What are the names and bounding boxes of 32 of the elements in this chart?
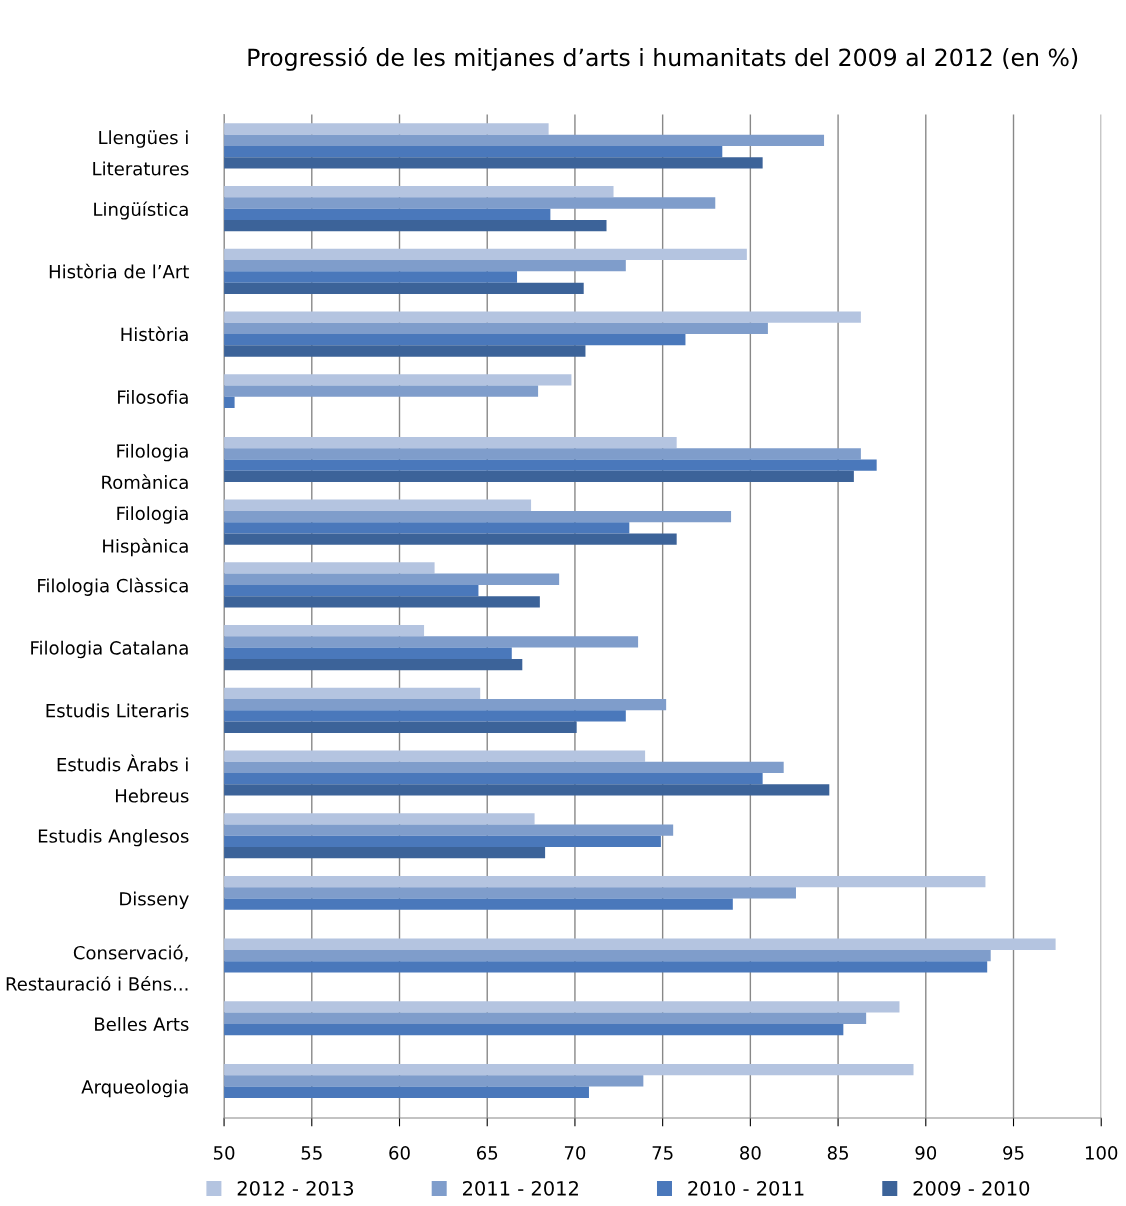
x-tick-label: 60 bbox=[389, 1146, 410, 1160]
y-tick-label: Història de l’Art bbox=[49, 263, 189, 279]
x-tick-label: 50 bbox=[213, 1146, 235, 1160]
legend-label: 2011 - 2012 bbox=[462, 1180, 578, 1196]
y-tick-label: Filologia Romànica bbox=[102, 443, 188, 490]
y-tick-label: Filologia Clàssica bbox=[38, 577, 188, 596]
x-tick-label: 55 bbox=[301, 1146, 322, 1160]
x-tick-label: 80 bbox=[740, 1146, 761, 1160]
y-tick-label: Estudis Àrabs i Hebreus bbox=[57, 754, 189, 803]
y-tick-label: Lingüística bbox=[94, 201, 188, 220]
x-tick-label: 75 bbox=[652, 1146, 673, 1160]
y-tick-label: Belles Arts bbox=[95, 1017, 189, 1032]
y-tick-label: Estudis Literaris bbox=[46, 703, 189, 718]
y-tick-label: Llengües i Literatures bbox=[93, 130, 189, 176]
y-tick-label: Filosofia bbox=[118, 389, 188, 404]
legend-label: 2012 - 2013 bbox=[237, 1180, 354, 1196]
y-tick-label: Història bbox=[121, 326, 188, 342]
y-tick-label: Conservació, Restauració i Béns... bbox=[6, 944, 188, 991]
x-tick-label: 70 bbox=[564, 1146, 586, 1160]
legend-label: 2009 - 2010 bbox=[913, 1180, 1030, 1196]
x-tick-label: 90 bbox=[915, 1146, 937, 1160]
x-tick-label: 100 bbox=[1085, 1146, 1118, 1160]
y-tick-label: Filologia Hispànica bbox=[103, 506, 188, 557]
legend-label: 2010 - 2011 bbox=[688, 1180, 804, 1196]
chart-title: Progressió de les mitjanes d’arts i humanitats del 2009 al 2012 (en %) bbox=[248, 47, 1078, 71]
y-tick-label: Arqueologia bbox=[81, 1079, 188, 1098]
x-tick-label: 95 bbox=[1003, 1146, 1024, 1160]
x-tick-label: 65 bbox=[476, 1146, 498, 1160]
y-tick-label: Estudis Anglesos bbox=[38, 828, 189, 847]
y-tick-label: Filologia Catalana bbox=[31, 640, 188, 659]
y-tick-label: Disseny bbox=[120, 891, 189, 910]
x-tick-label: 85 bbox=[827, 1146, 848, 1160]
